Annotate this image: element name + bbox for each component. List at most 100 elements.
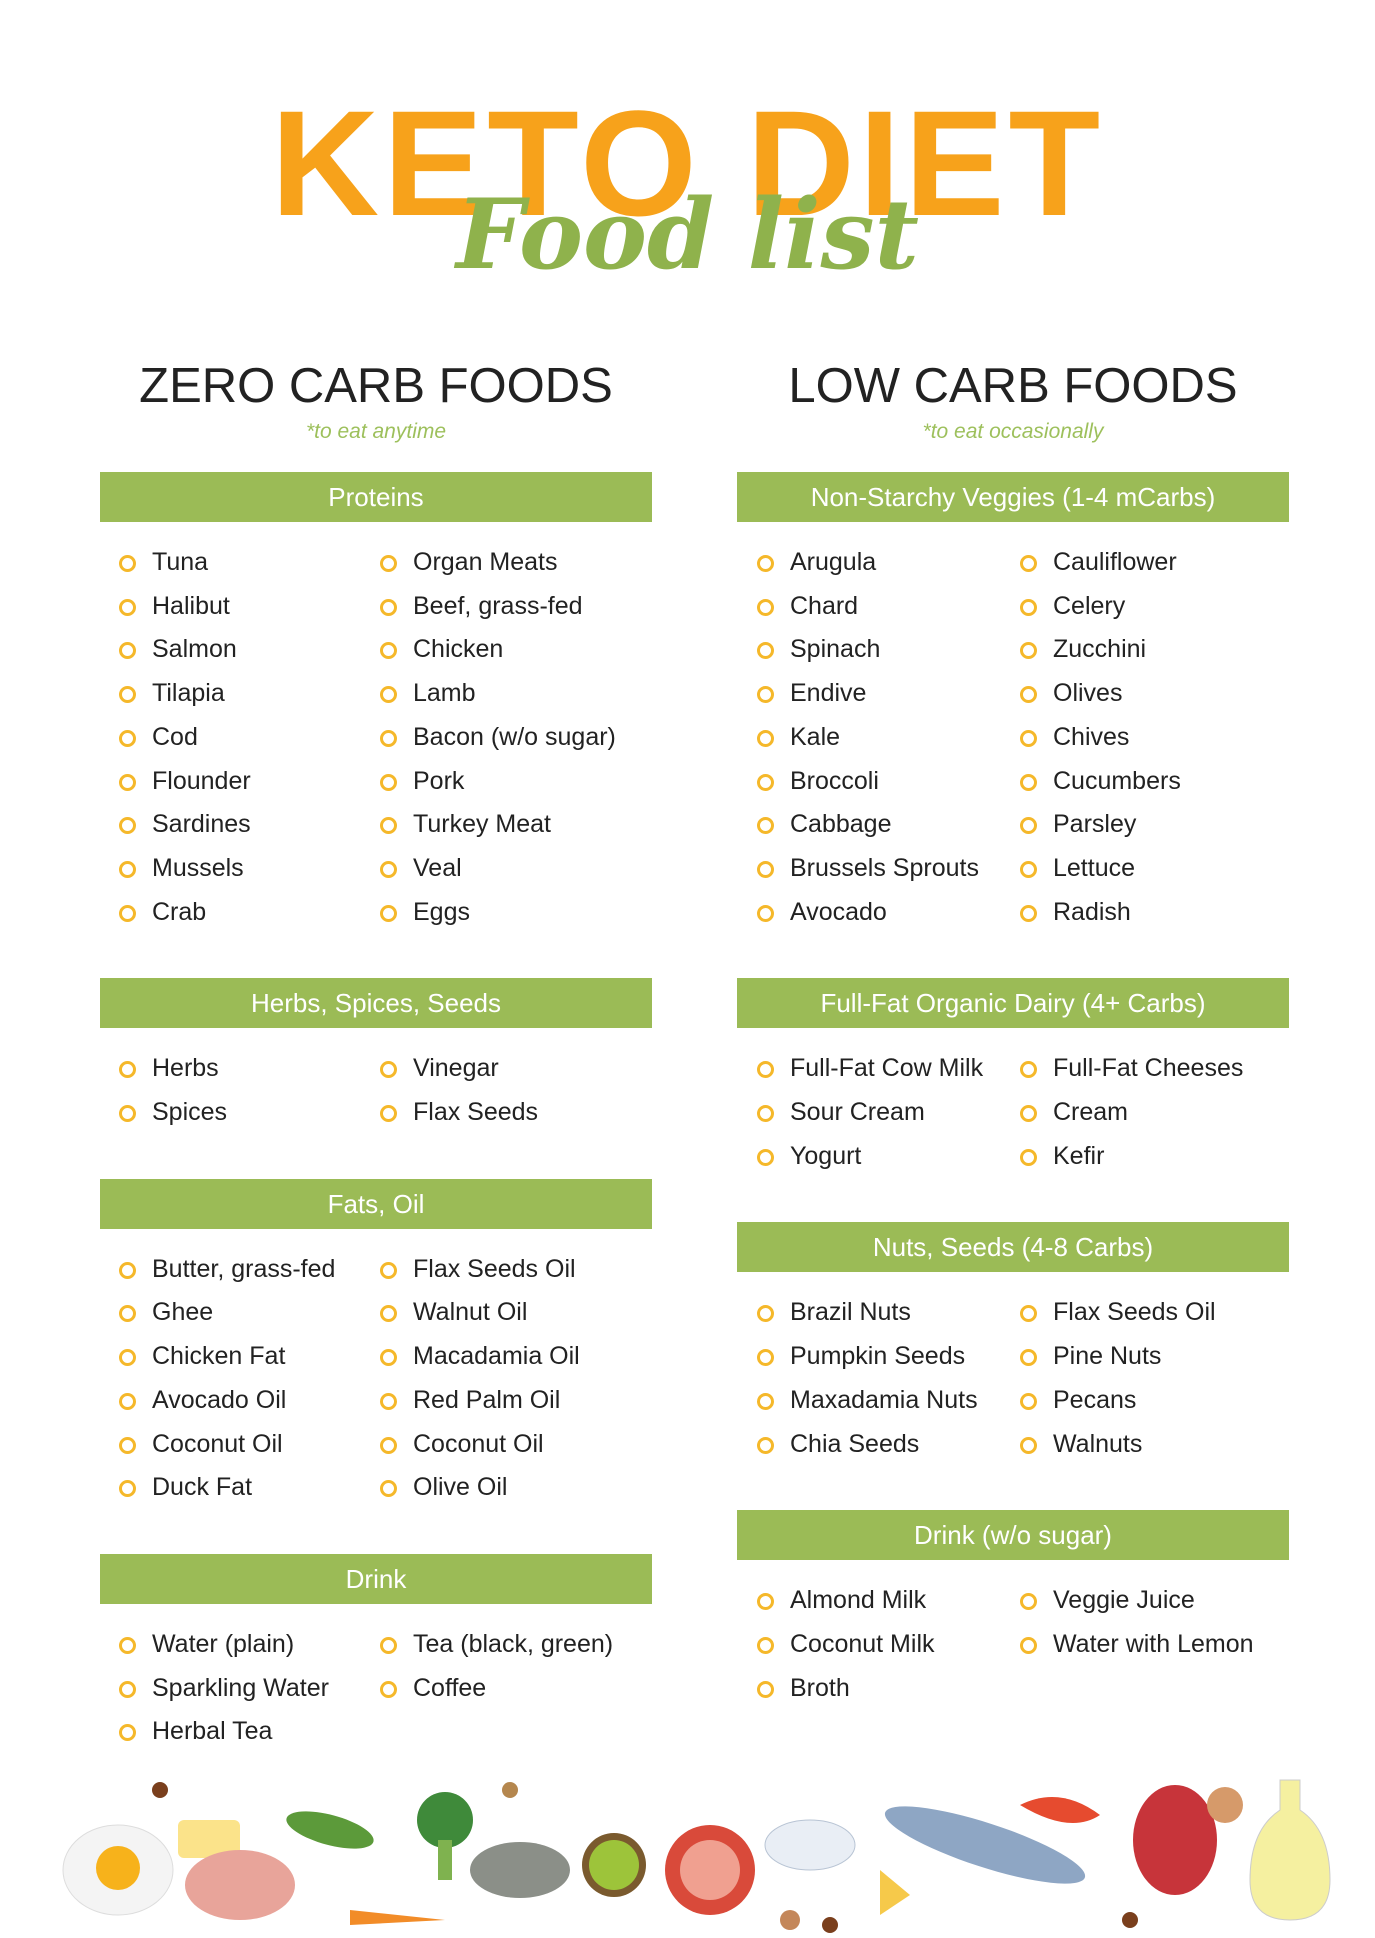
bullet-ring bbox=[757, 773, 774, 791]
section-bar: Nuts, Seeds (4-8 Carbs) bbox=[737, 1222, 1289, 1273]
bullet-ring bbox=[119, 1305, 136, 1323]
food-item: Cod bbox=[152, 722, 198, 751]
bullet-ring bbox=[1020, 1305, 1037, 1323]
food-item: Kale bbox=[790, 722, 841, 751]
bullet-ring bbox=[1020, 1061, 1037, 1079]
food-item: Veal bbox=[413, 853, 462, 882]
bullet-ring bbox=[380, 773, 397, 791]
bullet-ring bbox=[1020, 686, 1037, 704]
food-item: Coffee bbox=[413, 1673, 487, 1702]
bullet-ring bbox=[1020, 555, 1037, 572]
bullet-ring bbox=[1020, 860, 1037, 878]
bullet-ring bbox=[380, 860, 397, 878]
food-item: Chicken Fat bbox=[152, 1342, 286, 1371]
bullet-ring bbox=[1020, 817, 1037, 835]
food-item: Full-Fat Cheeses bbox=[1053, 1054, 1244, 1083]
bullet-ring bbox=[757, 555, 774, 572]
bullet-ring bbox=[380, 904, 397, 922]
column-note: *to eat anytime bbox=[305, 420, 447, 443]
food-item: Butter, grass-fed bbox=[152, 1254, 336, 1283]
food-item: Beef, grass-fed bbox=[413, 591, 583, 620]
bullet-ring bbox=[380, 1436, 397, 1454]
bullet-ring bbox=[119, 642, 136, 660]
bullet-ring bbox=[380, 1261, 397, 1279]
food-item: Chard bbox=[790, 591, 859, 620]
bullet-ring bbox=[119, 686, 136, 704]
section-bar: Fats, Oil bbox=[100, 1178, 652, 1229]
bullet-ring bbox=[119, 1436, 136, 1454]
food-item: Pork bbox=[413, 766, 465, 795]
bullet-ring bbox=[119, 598, 136, 616]
food-item: Broth bbox=[790, 1673, 850, 1702]
bullet-ring bbox=[119, 1105, 136, 1122]
food-item: Full-Fat Cow Milk bbox=[790, 1054, 984, 1083]
food-item: Radish bbox=[1053, 897, 1131, 926]
food-item: Olive Oil bbox=[413, 1473, 508, 1502]
food-item: Coconut Milk bbox=[790, 1629, 935, 1658]
bullet-ring bbox=[119, 1061, 136, 1079]
bullet-ring bbox=[380, 817, 397, 835]
bullet-ring bbox=[119, 1636, 136, 1654]
bullet-ring bbox=[757, 904, 774, 922]
bullet-ring bbox=[1020, 729, 1037, 747]
food-item: Broccoli bbox=[790, 766, 879, 795]
section-bar: Proteins bbox=[100, 472, 652, 522]
bullet-ring bbox=[1020, 1349, 1037, 1367]
bullet-ring bbox=[380, 598, 397, 616]
bullet-ring bbox=[1020, 642, 1037, 660]
section-bar: Drink bbox=[100, 1553, 652, 1604]
bullet-ring bbox=[119, 1392, 136, 1410]
bullet-ring bbox=[380, 1636, 397, 1654]
food-item: Flax Seeds bbox=[413, 1098, 539, 1126]
food-item: Celery bbox=[1053, 591, 1126, 620]
food-item: Brussels Sprouts bbox=[790, 853, 979, 882]
food-item: Tuna bbox=[152, 548, 209, 576]
food-item: Endive bbox=[790, 679, 867, 708]
bullet-ring bbox=[1020, 1105, 1037, 1122]
food-item: Flax Seeds Oil bbox=[1053, 1298, 1216, 1327]
food-item: Cabbage bbox=[790, 810, 892, 839]
bullet-ring bbox=[119, 904, 136, 922]
bullet-ring bbox=[757, 1148, 774, 1166]
food-item: Zucchini bbox=[1053, 635, 1147, 664]
bullet-ring bbox=[1020, 904, 1037, 922]
food-item: Lettuce bbox=[1053, 853, 1136, 882]
food-item: Yogurt bbox=[790, 1141, 862, 1170]
food-item: Parsley bbox=[1053, 810, 1137, 839]
food-item: Sparkling Water bbox=[152, 1673, 329, 1702]
food-item: Chia Seeds bbox=[790, 1429, 920, 1458]
bullet-ring bbox=[119, 773, 136, 791]
food-item: Water with Lemon bbox=[1053, 1629, 1254, 1658]
bullet-ring bbox=[757, 1349, 774, 1367]
column-heading: LOW CARB FOODS bbox=[788, 359, 1238, 413]
bullet-ring bbox=[757, 817, 774, 835]
food-item: Cream bbox=[1053, 1098, 1129, 1126]
food-item: Chives bbox=[1053, 722, 1130, 751]
food-item: Coconut Oil bbox=[413, 1429, 544, 1458]
food-item: Walnut Oil bbox=[413, 1298, 528, 1327]
bullet-ring bbox=[757, 598, 774, 616]
bullet-ring bbox=[757, 1436, 774, 1454]
food-item: Cucumbers bbox=[1053, 766, 1181, 795]
bullet-ring bbox=[1020, 773, 1037, 791]
bullet-ring bbox=[380, 686, 397, 704]
bullet-ring bbox=[119, 860, 136, 878]
bullet-ring bbox=[380, 642, 397, 660]
bullet-ring bbox=[757, 1636, 774, 1654]
bullet-ring bbox=[757, 1061, 774, 1079]
food-item: Almond Milk bbox=[790, 1586, 927, 1615]
bullet-ring bbox=[380, 555, 397, 572]
food-item: Arugula bbox=[790, 548, 877, 576]
bullet-ring bbox=[1020, 1392, 1037, 1410]
bullet-ring bbox=[757, 1105, 774, 1122]
title: KETO DIET bbox=[270, 79, 1105, 247]
food-item: Bacon (w/o sugar) bbox=[413, 722, 616, 751]
bullet-ring bbox=[119, 729, 136, 747]
bullet-ring bbox=[380, 1392, 397, 1410]
bullet-ring bbox=[1020, 1148, 1037, 1166]
food-item: Macadamia Oil bbox=[413, 1342, 580, 1371]
bullet-ring bbox=[380, 1349, 397, 1367]
bullet-ring bbox=[380, 1480, 397, 1498]
bullet-ring bbox=[1020, 598, 1037, 616]
bullet-ring bbox=[757, 1305, 774, 1323]
